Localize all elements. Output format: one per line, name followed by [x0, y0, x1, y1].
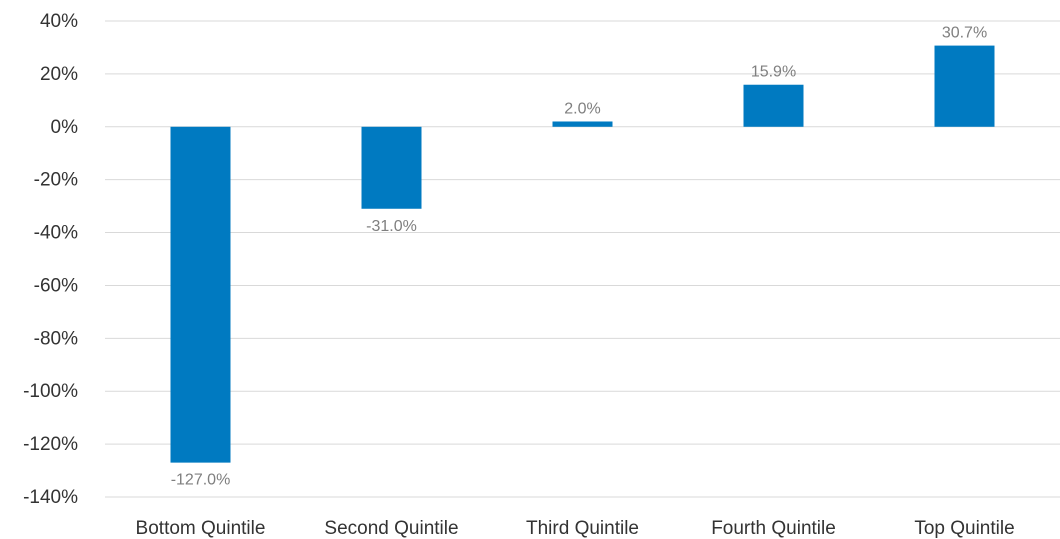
y-tick-label: -140% [23, 487, 78, 508]
x-category-label: Second Quintile [324, 518, 458, 539]
y-tick-label: -80% [34, 328, 78, 349]
x-category-label: Fourth Quintile [711, 518, 836, 539]
bars [170, 45, 995, 463]
y-axis-tick-labels: 40% 20% 0% -20% -40% -60% -80% -100% -120% -140% [23, 11, 78, 508]
y-tick-label: 0% [51, 117, 79, 138]
x-axis-category-labels: Bottom Quintile Second Quintile Third Quin… [136, 518, 1015, 539]
y-tick-label: 20% [40, 64, 78, 85]
x-category-label: Bottom Quintile [136, 518, 266, 539]
y-tick-label: -40% [34, 223, 78, 244]
bar [552, 121, 613, 127]
y-tick-label: -60% [34, 275, 78, 296]
gridlines [105, 20, 1060, 498]
bar [934, 45, 995, 127]
data-label: 30.7% [942, 25, 987, 42]
data-label: -31.0% [366, 218, 417, 235]
bar [170, 126, 231, 463]
data-label: 2.0% [564, 100, 600, 117]
bar [743, 84, 804, 127]
bar [361, 126, 422, 209]
y-tick-label: -20% [34, 170, 78, 191]
x-category-label: Third Quintile [526, 518, 639, 539]
data-labels: -127.0% -31.0% 2.0% 15.9% 30.7% [171, 25, 987, 489]
data-label: -127.0% [171, 472, 231, 489]
y-tick-label: -100% [23, 381, 78, 402]
x-category-label: Top Quintile [914, 518, 1014, 539]
y-tick-label: -120% [23, 434, 78, 455]
data-label: 15.9% [751, 64, 796, 81]
y-tick-label: 40% [40, 11, 78, 32]
